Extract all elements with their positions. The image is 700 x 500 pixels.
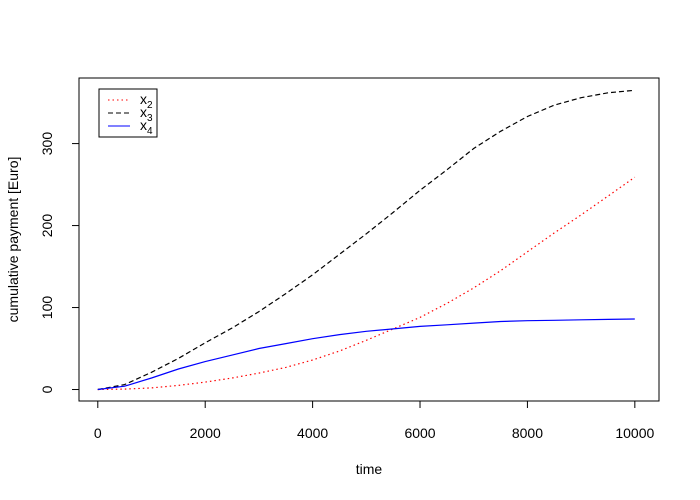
plot-frame bbox=[78, 77, 660, 402]
x-tick-label: 10000 bbox=[615, 425, 654, 441]
series-line-x4 bbox=[97, 318, 635, 391]
plot-lines bbox=[97, 89, 636, 391]
y-tick-label: 0 bbox=[39, 385, 55, 393]
y-tick-label: 100 bbox=[39, 296, 55, 320]
x-axis-title: time bbox=[356, 461, 383, 477]
legend-label-x3: x3 bbox=[140, 104, 153, 124]
x-tick-label: 8000 bbox=[512, 425, 543, 441]
y-tick-label: 300 bbox=[39, 132, 55, 156]
x-tick-label: 6000 bbox=[404, 425, 435, 441]
legend-label-x4: x4 bbox=[140, 117, 153, 137]
y-axis-title: cumulative payment [Euro] bbox=[5, 157, 21, 323]
y-tick-label: 200 bbox=[39, 214, 55, 238]
legend-label-x2: x2 bbox=[140, 91, 153, 111]
series-line-x2 bbox=[97, 176, 636, 391]
x-axis: 0 2000 4000 6000 8000 10000 bbox=[94, 400, 655, 441]
x-tick-label: 2000 bbox=[190, 425, 221, 441]
x-tick-label: 4000 bbox=[297, 425, 328, 441]
x-tick-label: 0 bbox=[94, 425, 102, 441]
series-line-x3 bbox=[97, 89, 635, 391]
y-axis: 0 100 200 300 bbox=[39, 132, 80, 393]
